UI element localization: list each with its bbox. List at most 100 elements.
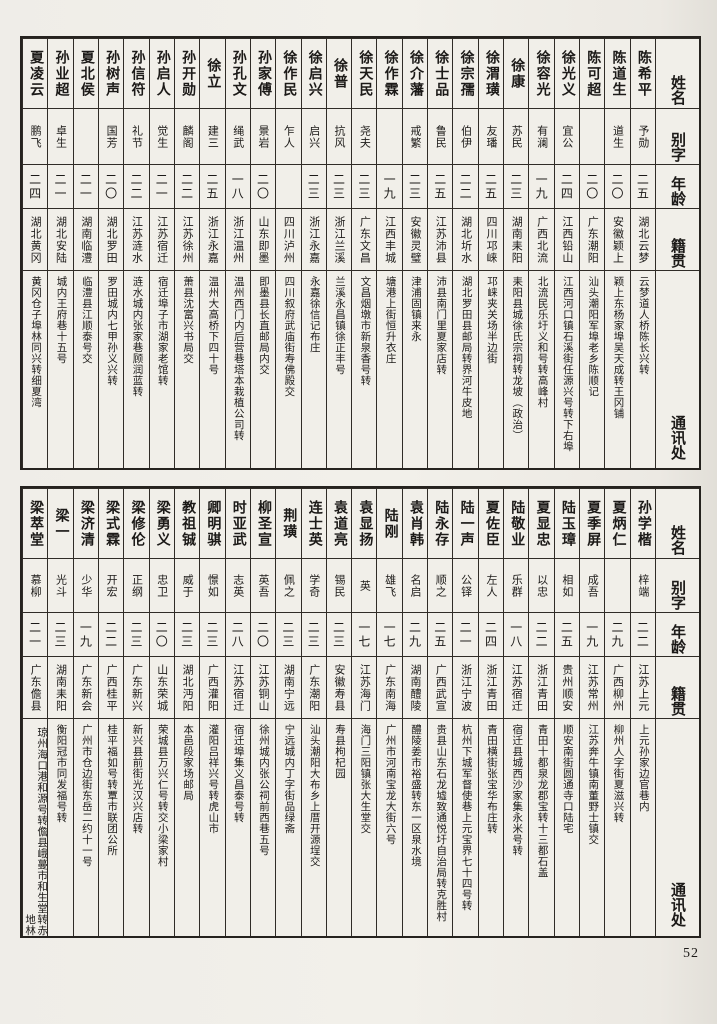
person-courtesy-name-cell-text: 有澜 [535,124,548,149]
person-native-place-cell-text: 浙江永嘉 [206,215,219,264]
person-age-cell-text: 二三 [508,172,523,201]
person-name-cell: 梁修伦 [123,488,149,558]
person-age-cell: 一八 [224,164,250,208]
person-name-cell-text: 陈希平 [635,49,651,98]
person-native-place-cell: 广东南海 [376,656,402,718]
person-address-cell-text: 兰溪永昌镇徐正丰号 [334,276,346,375]
person-native-place-cell: 湖北黄冈 [22,208,48,270]
person-name-cell: 袁道亮 [325,488,352,558]
address-label-text: 通讯处 [669,882,685,928]
address-label: 通讯处 [655,270,699,468]
person-address-cell: 即墨县长直邮局内交 [249,270,276,468]
person-name-cell: 陆一声 [452,488,478,558]
person-address-cell-text: 永嘉徐信记布庄 [308,276,320,353]
person-native-place-cell: 浙江永嘉 [300,208,326,270]
person-courtesy-name-cell: 道生 [604,108,630,164]
person-address-cell: 城内王府巷十五号 [47,270,73,468]
person-address-cell: 灌阳吕祥兴号转虎山市 [199,718,225,936]
person-address-cell: 四川叙府武庙街寿佛殿交 [275,270,301,468]
person-address-cell-text: 灌阳吕祥兴号转虎山市 [207,724,219,834]
person-native-place-cell-text: 广东儋县 [29,663,42,712]
person-native-place-cell-text: 安徽寿县 [333,663,346,712]
person-age-cell: 一七 [376,612,402,656]
person-native-place-cell-text: 广东潮阳 [586,215,599,264]
person-name-cell: 徐光义 [553,38,580,108]
person-courtesy-name-cell: 礼节 [123,108,149,164]
person-courtesy-name-cell-text: 顺之 [434,573,447,598]
person-native-place-cell-text: 江苏铜山 [257,663,270,712]
person-address-cell: 江西河口镇石溪街任源兴号转下右埠 [553,270,580,468]
person-courtesy-name-cell-text: 抗风 [333,124,346,149]
address-label: 通讯处 [655,718,699,936]
person-name-cell: 徐启兴 [300,38,326,108]
person-age-cell: 二三 [300,164,326,208]
person-address-cell-text: 江西河口镇石溪街任源兴号转下右埠 [561,276,573,452]
person-native-place-cell-text: 湖南耒阳 [54,663,67,712]
person-address-cell: 罗田城内七甲孙义兴转 [97,270,124,468]
person-courtesy-name-cell-text: 尧夫 [358,124,371,149]
person-age-cell: 二〇 [604,164,630,208]
person-native-place-cell-text: 四川邛崃 [484,215,497,264]
person-name-cell-text: 陆刚 [382,507,398,540]
person-native-place-cell: 湖北安陆 [47,208,73,270]
person-native-place-cell: 江苏宿迁 [148,208,174,270]
person-native-place-cell: 广西灌阳 [199,656,225,718]
address-label-text: 通讯处 [669,415,685,461]
person-native-place-cell-text: 浙江温州 [231,215,244,264]
person-native-place-cell: 江苏常州 [579,656,605,718]
person-native-place-cell: 广西武宣 [427,656,453,718]
person-age-cell: 二一 [47,164,73,208]
person-address-cell: 耒阳县城徐氏宗祠转龙坡（政治） [503,270,529,468]
person-age-cell-text: 二〇 [103,172,118,201]
person-courtesy-name-cell-text: 憬如 [206,573,219,598]
person-name-cell: 孙孔文 [224,38,250,108]
person-address-cell-text: 青田十都泉龙郡宝转十三都石盖 [536,724,548,878]
person-age-cell-text: 二三 [204,620,219,649]
person-name-cell: 夏季屏 [579,488,605,558]
name-label-text: 姓名 [669,525,685,556]
person-address-cell-text: 广州市河南宝龙大街六号 [384,724,396,845]
person-name-cell-text: 陈可超 [585,49,601,98]
person-courtesy-name-cell: 抗风 [325,108,352,164]
person-age-cell: 二八 [224,612,250,656]
person-name-cell-text: 连士英 [306,499,322,548]
person-address-cell-text: 涟水城内张家巷顾润蓝转 [131,276,143,397]
person-name-cell-text: 徐士品 [433,49,449,98]
person-native-place-cell-text: 安徽灵璧 [408,215,421,264]
person-native-place-cell-text: 广西北流 [535,215,548,264]
person-name-cell: 徐天民 [351,38,377,108]
person-age-cell: 一九 [376,164,402,208]
person-courtesy-name-cell-text: 宜公 [560,124,573,149]
person-native-place-cell: 广东新兴 [123,656,149,718]
person-name-cell-text: 卿明骐 [205,499,221,548]
person-address-cell: 临澧县江顺泰号交 [72,270,98,468]
person-name-cell-text: 孙业超 [53,49,69,98]
person-address-cell-text: 耒阳县城徐氏宗祠转龙坡（政治） [511,276,523,441]
person-courtesy-name-cell-text: 慕柳 [29,573,42,598]
person-name-cell: 卿明骐 [199,488,225,558]
person-name-cell-text: 夏显忠 [534,499,550,548]
person-address-cell-text: 黄冈仓子埠林同兴转细夏湾 [30,276,42,408]
person-age-cell: 二九 [604,612,630,656]
native-place-label-text: 籍贯 [669,685,685,716]
person-courtesy-name-cell: 乐群 [503,558,529,612]
person-age-cell: 一九 [72,612,98,656]
person-address-cell: 江苏奔牛镇南董野士镇交 [579,718,605,936]
person-age-cell: 二二 [528,612,554,656]
person-age-cell-text: 二三 [331,172,346,201]
person-age-cell-text: 二三 [407,172,422,201]
person-courtesy-name-cell: 建三 [199,108,225,164]
person-name-cell: 孙树声 [97,38,124,108]
person-age-cell-text: 一九 [534,172,549,201]
person-name-cell: 孙启人 [148,38,174,108]
person-address-cell: 桂平福如号转覃市联团公所 [97,718,124,936]
person-age-cell: 二三 [47,612,73,656]
person-name-cell: 徐容光 [528,38,554,108]
person-courtesy-name-cell-text: 乍人 [282,124,295,149]
person-age-cell: 二五 [477,164,504,208]
person-native-place-cell: 安徽寿县 [325,656,352,718]
person-name-cell-text: 夏北侯 [78,49,94,98]
person-address-cell: 杭州下城军督使巷上元宝界七十四号转 [452,718,478,936]
person-name-cell: 陆永存 [427,488,453,558]
person-age-cell-text: 二五 [432,620,447,649]
